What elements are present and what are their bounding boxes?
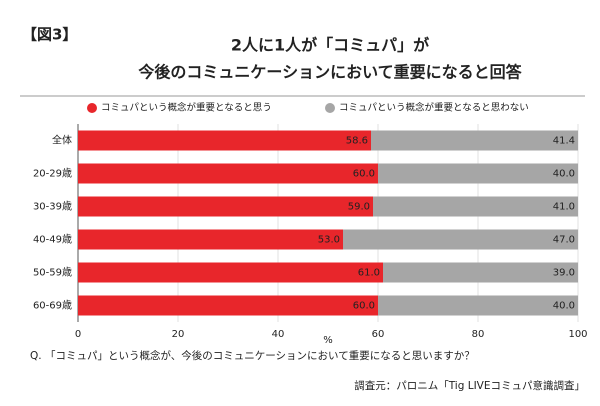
legend-marker: [325, 103, 335, 113]
value-label: 41.4: [553, 136, 575, 147]
x-tick-label: 80: [472, 329, 485, 340]
x-tick-label: 40: [272, 329, 285, 340]
bar-segment: [78, 196, 373, 217]
x-tick-label: 100: [568, 329, 587, 340]
value-label: 58.6: [346, 136, 368, 147]
y-tick-label: 20-29歳: [33, 168, 72, 180]
bar-segment: [378, 163, 578, 184]
bar-segment: [383, 262, 578, 283]
legend-marker: [87, 103, 97, 113]
bar-segment: [78, 295, 378, 316]
bar-segment: [371, 130, 578, 151]
source: 調査元：パロニム「Tig LIVEコミュパ意識調査」: [354, 379, 585, 392]
y-tick-label: 60-69歳: [33, 300, 72, 312]
question: Q. 「コミュパ」という概念が、今後のコミュニケーションにおいて重要になると思い…: [30, 349, 475, 362]
value-label: 60.0: [353, 301, 375, 312]
value-label: 47.0: [553, 235, 575, 246]
bar-segment: [373, 196, 578, 217]
y-tick-label: 50-59歳: [33, 267, 72, 279]
x-tick-label: 60: [372, 329, 385, 340]
x-tick-label: 0: [75, 329, 81, 340]
y-tick-label: 30-39歳: [33, 201, 72, 213]
legend-label: コミュパという概念が重要となると思わない: [339, 102, 529, 114]
value-label: 61.0: [358, 268, 380, 279]
value-label: 53.0: [318, 235, 340, 246]
bar-segment: [78, 163, 378, 184]
value-label: 40.0: [553, 301, 575, 312]
bar-segment: [78, 262, 383, 283]
value-label: 40.0: [553, 169, 575, 180]
x-axis-label: %: [323, 335, 333, 346]
bar-segment: [78, 130, 371, 151]
value-label: 39.0: [553, 268, 575, 279]
bar-segment: [343, 229, 578, 250]
chart-title: 2人に1人が「コミュパ」が: [231, 36, 429, 55]
value-label: 59.0: [348, 202, 370, 213]
bar-segment: [378, 295, 578, 316]
y-tick-label: 40-49歳: [33, 234, 72, 246]
y-tick-label: 全体: [52, 134, 72, 147]
x-tick-label: 20: [172, 329, 185, 340]
figure-label: 【図3】: [22, 26, 77, 44]
bar-segment: [78, 229, 343, 250]
chart-title: 今後のコミュニケーションにおいて重要になると回答: [137, 63, 522, 82]
legend-label: コミュパという概念が重要となると思う: [101, 102, 272, 114]
value-label: 41.0: [553, 202, 575, 213]
value-label: 60.0: [353, 169, 375, 180]
